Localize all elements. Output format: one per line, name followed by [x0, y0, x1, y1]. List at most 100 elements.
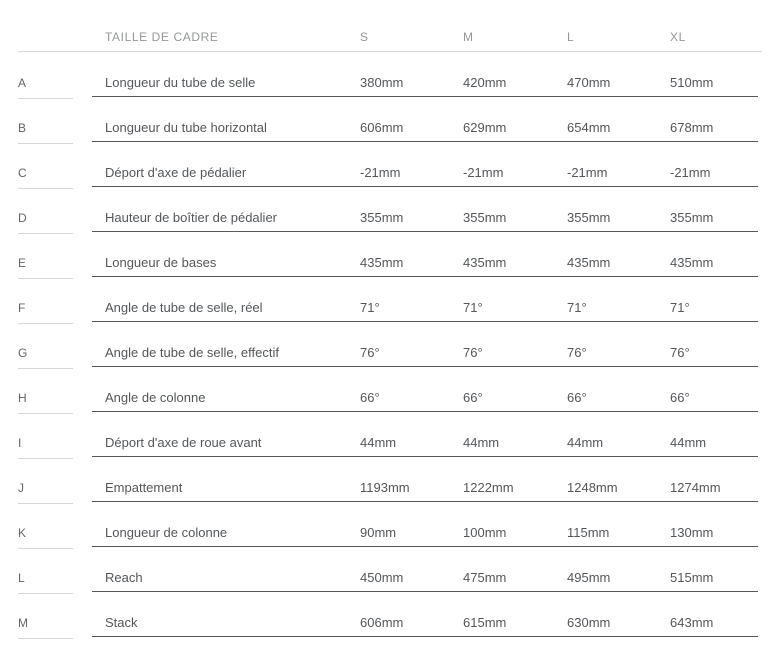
row-letter: H: [18, 391, 27, 405]
value-xl: 355mm: [670, 210, 714, 225]
row-divider: [92, 96, 758, 97]
dimension-label: Hauteur de boîtier de pédalier: [105, 210, 278, 225]
dimension-label: Déport d'axe de pédalier: [105, 165, 247, 180]
value-xl: 44mm: [670, 435, 707, 450]
dimension-label: Angle de tube de selle, effectif: [105, 345, 279, 360]
value-s: 606mm: [360, 615, 404, 630]
value-s: 380mm: [360, 75, 404, 90]
row-divider: [92, 186, 758, 187]
letter-underline: [18, 413, 73, 414]
dimension-label: Angle de colonne: [105, 390, 206, 405]
letter-underline: [18, 323, 73, 324]
value-s: 76°: [360, 345, 380, 360]
letter-underline: [18, 548, 73, 549]
table-row-c: C Déport d'axe de pédalier -21mm -21mm -…: [0, 142, 783, 189]
dimension-label: Longueur du tube de selle: [105, 75, 256, 90]
value-l: 654mm: [567, 120, 611, 135]
value-s: -21mm: [360, 165, 401, 180]
value-m: 475mm: [463, 570, 507, 585]
letter-underline: [18, 593, 73, 594]
value-m: 435mm: [463, 255, 507, 270]
dimension-label: Empattement: [105, 480, 183, 495]
row-divider: [92, 636, 758, 637]
row-divider: [92, 591, 758, 592]
letter-underline: [18, 143, 73, 144]
value-m: -21mm: [463, 165, 504, 180]
row-letter: J: [18, 481, 24, 495]
value-m: 66°: [463, 390, 483, 405]
value-xl: 130mm: [670, 525, 714, 540]
dimension-label: Angle de tube de selle, réel: [105, 300, 263, 315]
value-s: 44mm: [360, 435, 397, 450]
dimension-label: Stack: [105, 615, 138, 630]
column-header-size-m: M: [463, 30, 474, 44]
value-l: 630mm: [567, 615, 611, 630]
value-l: 1248mm: [567, 480, 618, 495]
row-divider: [92, 411, 758, 412]
row-divider: [92, 456, 758, 457]
value-l: -21mm: [567, 165, 608, 180]
row-divider: [92, 276, 758, 277]
row-letter: F: [18, 301, 26, 315]
value-s: 66°: [360, 390, 380, 405]
value-xl: 515mm: [670, 570, 714, 585]
table-row-a: A Longueur du tube de selle 380mm 420mm …: [0, 52, 783, 99]
row-letter: K: [18, 526, 27, 540]
letter-underline: [18, 368, 73, 369]
value-m: 100mm: [463, 525, 507, 540]
dimension-label: Longueur de colonne: [105, 525, 228, 540]
letter-underline: [18, 458, 73, 459]
table-row-f: F Angle de tube de selle, réel 71° 71° 7…: [0, 277, 783, 324]
geometry-table: TAILLE DE CADRE S M L XL A Longueur du t…: [0, 0, 783, 639]
dimension-label: Déport d'axe de roue avant: [105, 435, 262, 450]
row-letter: C: [18, 166, 27, 180]
value-xl: 66°: [670, 390, 690, 405]
value-l: 435mm: [567, 255, 611, 270]
value-l: 44mm: [567, 435, 604, 450]
dimension-label: Longueur du tube horizontal: [105, 120, 267, 135]
value-s: 71°: [360, 300, 380, 315]
value-xl: 510mm: [670, 75, 714, 90]
table-header-row: TAILLE DE CADRE S M L XL: [0, 0, 783, 52]
value-s: 1193mm: [360, 480, 410, 495]
value-l: 66°: [567, 390, 587, 405]
value-m: 355mm: [463, 210, 507, 225]
letter-underline: [18, 638, 73, 639]
value-xl: 76°: [670, 345, 690, 360]
value-m: 420mm: [463, 75, 507, 90]
row-letter: G: [18, 346, 28, 360]
row-divider: [92, 231, 758, 232]
row-letter: E: [18, 256, 27, 270]
row-letter: L: [18, 571, 25, 585]
row-letter: B: [18, 121, 27, 135]
value-l: 470mm: [567, 75, 611, 90]
row-letter: M: [18, 616, 28, 630]
table-row-k: K Longueur de colonne 90mm 100mm 115mm 1…: [0, 502, 783, 549]
column-header-frame-size: TAILLE DE CADRE: [105, 30, 219, 44]
value-xl: 1274mm: [670, 480, 721, 495]
dimension-label: Reach: [105, 570, 143, 585]
letter-underline: [18, 503, 73, 504]
value-xl: -21mm: [670, 165, 711, 180]
table-row-b: B Longueur du tube horizontal 606mm 629m…: [0, 97, 783, 144]
dimension-label: Longueur de bases: [105, 255, 217, 270]
letter-underline: [18, 188, 73, 189]
value-m: 615mm: [463, 615, 507, 630]
table-row-j: J Empattement 1193mm 1222mm 1248mm 1274m…: [0, 457, 783, 504]
letter-underline: [18, 98, 73, 99]
value-xl: 435mm: [670, 255, 714, 270]
value-m: 1222mm: [463, 480, 514, 495]
header-divider: [18, 51, 762, 52]
value-l: 355mm: [567, 210, 611, 225]
value-l: 71°: [567, 300, 587, 315]
value-s: 606mm: [360, 120, 404, 135]
value-m: 44mm: [463, 435, 500, 450]
table-row-d: D Hauteur de boîtier de pédalier 355mm 3…: [0, 187, 783, 234]
table-row-i: I Déport d'axe de roue avant 44mm 44mm 4…: [0, 412, 783, 459]
value-s: 450mm: [360, 570, 404, 585]
value-s: 355mm: [360, 210, 404, 225]
row-divider: [92, 501, 758, 502]
value-xl: 71°: [670, 300, 690, 315]
value-l: 76°: [567, 345, 587, 360]
